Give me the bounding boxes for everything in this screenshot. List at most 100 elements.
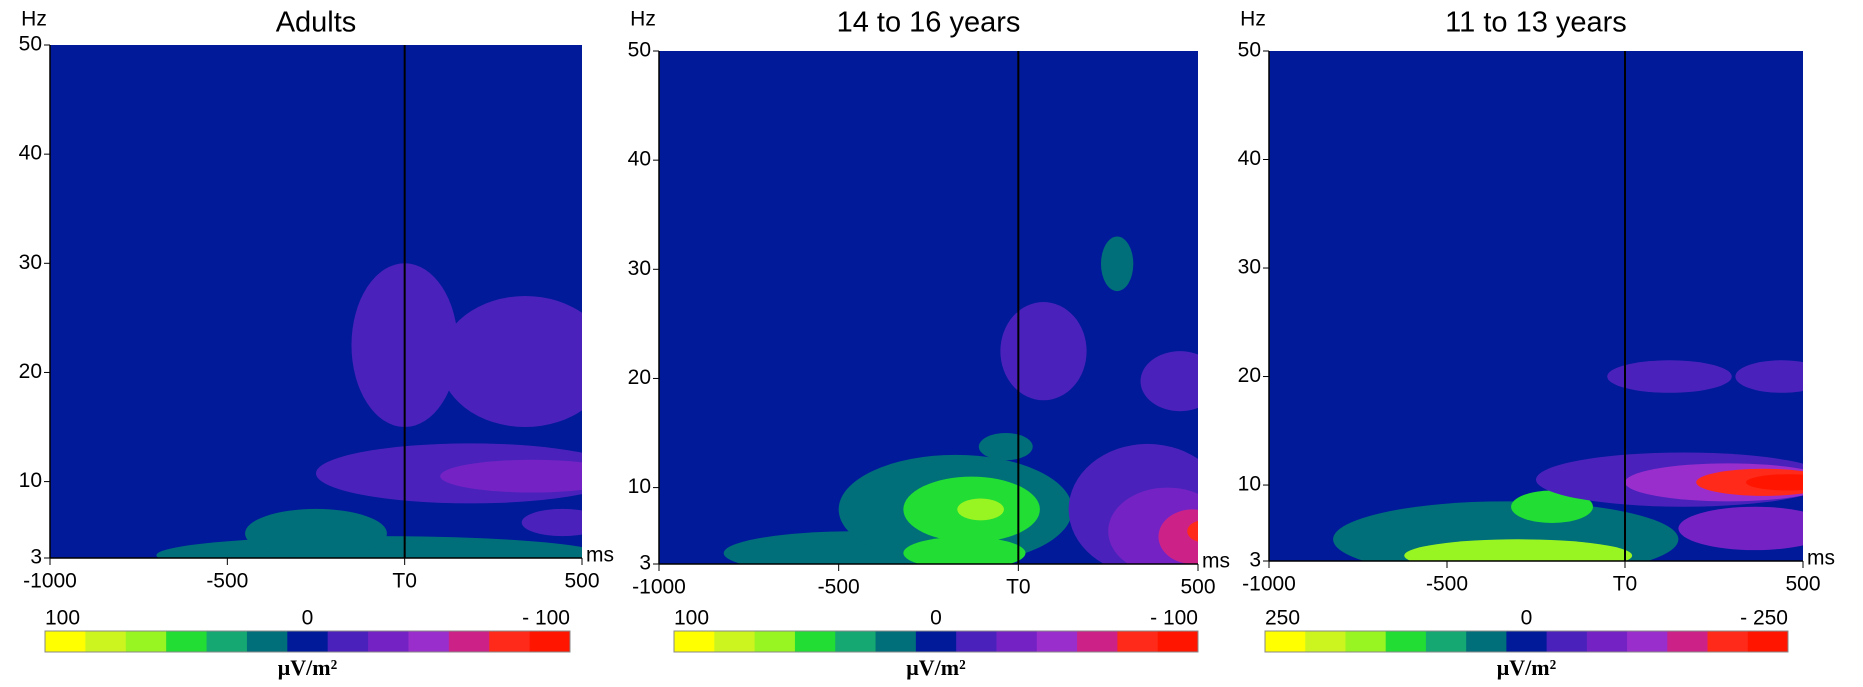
x-tick-label: T0 bbox=[392, 570, 417, 593]
colorbar-frame bbox=[44, 630, 571, 653]
colorbar-swatch bbox=[1506, 631, 1548, 652]
colorbar-tick-label: 0 bbox=[302, 607, 314, 630]
colorbar-frame bbox=[1264, 630, 1789, 653]
x-axis-label: ms bbox=[1202, 550, 1230, 573]
y-tick-label: 50 bbox=[19, 33, 42, 56]
colorbar-swatch bbox=[875, 631, 917, 652]
colorbar-tick-label: 100 bbox=[45, 607, 80, 630]
x-tick-label: -500 bbox=[206, 570, 248, 593]
y-axis-label: Hz bbox=[1240, 8, 1266, 31]
x-tick-label: -500 bbox=[1426, 573, 1468, 596]
colorbar-tick-label: 0 bbox=[930, 607, 942, 630]
colorbar-label: μV/m² bbox=[906, 655, 966, 680]
y-axis-label: Hz bbox=[21, 8, 47, 31]
colorbar-tick-label: - 100 bbox=[1150, 607, 1198, 630]
colorbar-swatch bbox=[85, 631, 127, 652]
contour-region bbox=[440, 459, 582, 493]
colorbar-swatch bbox=[835, 631, 877, 652]
colorbar-swatch bbox=[794, 631, 836, 652]
y-tick-label: 50 bbox=[1238, 39, 1261, 62]
contour-region bbox=[1000, 302, 1087, 401]
contour-region bbox=[1140, 351, 1198, 412]
y-tick-label: 30 bbox=[1238, 256, 1261, 279]
colorbar-swatch bbox=[1627, 631, 1668, 652]
colorbar-swatch bbox=[754, 631, 796, 652]
x-tick-label: -1000 bbox=[632, 576, 686, 599]
chart-title: 11 to 13 years bbox=[1445, 7, 1627, 39]
colorbar-swatch bbox=[408, 631, 450, 652]
contour-region bbox=[1404, 539, 1633, 561]
colorbar-swatch bbox=[1747, 631, 1789, 652]
x-tick-label: 500 bbox=[1785, 573, 1820, 596]
x-tick-label: -1000 bbox=[23, 570, 77, 593]
x-tick-label: -1000 bbox=[1242, 573, 1296, 596]
colorbar-swatch bbox=[327, 631, 369, 652]
contour-region bbox=[1511, 490, 1593, 524]
colorbar-tick-label: 100 bbox=[674, 607, 709, 630]
colorbar-swatch bbox=[674, 631, 715, 652]
colorbar-swatch bbox=[529, 631, 571, 652]
y-tick-label: 40 bbox=[19, 142, 42, 165]
colorbar-label: μV/m² bbox=[1497, 655, 1557, 680]
colorbar-swatch bbox=[287, 631, 329, 652]
panel: 3 10 20 30 40 50 -1000 -500 T0 500 11 to 13 years H… bbox=[1238, 7, 1835, 680]
colorbar-swatch bbox=[714, 631, 756, 652]
y-tick-label: 3 bbox=[30, 546, 42, 569]
regions bbox=[723, 236, 1198, 564]
x-tick-label: 500 bbox=[564, 570, 599, 593]
colorbar-swatch bbox=[1546, 631, 1588, 652]
y-tick-label: 20 bbox=[628, 366, 651, 389]
colorbar-swatch bbox=[1265, 631, 1306, 652]
y-tick-label: 10 bbox=[628, 475, 651, 498]
chart-title: 14 to 16 years bbox=[837, 7, 1021, 39]
colorbar-swatch bbox=[956, 631, 997, 652]
regions bbox=[1333, 360, 1803, 561]
x-tick-label: T0 bbox=[1006, 576, 1031, 599]
contour-region bbox=[521, 508, 582, 537]
colorbar-swatch bbox=[1157, 631, 1199, 652]
colorbar-swatch bbox=[1707, 631, 1749, 652]
colorbar-frame bbox=[673, 630, 1199, 653]
colorbar-swatch bbox=[1077, 631, 1118, 652]
x-axis-label: ms bbox=[1807, 547, 1835, 570]
y-tick-label: 3 bbox=[1249, 549, 1261, 572]
colorbar-swatch bbox=[125, 631, 167, 652]
colorbar-swatch bbox=[915, 631, 957, 652]
contour-region bbox=[978, 433, 1033, 461]
y-axis-label: Hz bbox=[630, 8, 656, 31]
panel: 3 10 20 30 40 50 -1000 -500 T0 500 Adults Hz ms 100 0 -… bbox=[19, 7, 614, 680]
colorbar-swatch bbox=[1425, 631, 1467, 652]
colorbar-swatch bbox=[996, 631, 1038, 652]
contour-region bbox=[1333, 501, 1679, 561]
x-tick-label: -500 bbox=[818, 576, 860, 599]
colorbar-swatch bbox=[1385, 631, 1427, 652]
y-tick-label: 20 bbox=[1238, 364, 1261, 387]
y-tick-label: 10 bbox=[1238, 473, 1261, 496]
y-tick-label: 40 bbox=[628, 148, 651, 171]
chart-title: Adults bbox=[276, 7, 357, 39]
colorbar-swatch bbox=[1586, 631, 1628, 652]
y-tick-label: 40 bbox=[1238, 147, 1261, 170]
contour-region bbox=[903, 536, 1026, 564]
colorbar-swatch bbox=[45, 631, 86, 652]
y-tick-label: 30 bbox=[19, 251, 42, 274]
contour-region bbox=[1746, 474, 1803, 491]
colorbar-tick-label: - 250 bbox=[1740, 607, 1788, 630]
contour-region bbox=[245, 508, 387, 558]
colorbar-label: μV/m² bbox=[278, 655, 338, 680]
x-axis-label: ms bbox=[586, 544, 614, 567]
y-tick-label: 10 bbox=[19, 469, 42, 492]
colorbar-swatch bbox=[1667, 631, 1709, 652]
colorbar-tick-label: - 100 bbox=[522, 607, 570, 630]
y-tick-label: 20 bbox=[19, 360, 42, 383]
y-tick-label: 30 bbox=[628, 257, 651, 280]
colorbar-swatch bbox=[206, 631, 248, 652]
colorbar-swatch bbox=[246, 631, 288, 652]
contour-region bbox=[1187, 520, 1198, 542]
colorbar-swatch bbox=[1345, 631, 1387, 652]
regions bbox=[156, 263, 582, 558]
contour-region bbox=[1678, 506, 1803, 551]
contour-region bbox=[1735, 360, 1803, 393]
x-tick-label: T0 bbox=[1613, 573, 1638, 596]
